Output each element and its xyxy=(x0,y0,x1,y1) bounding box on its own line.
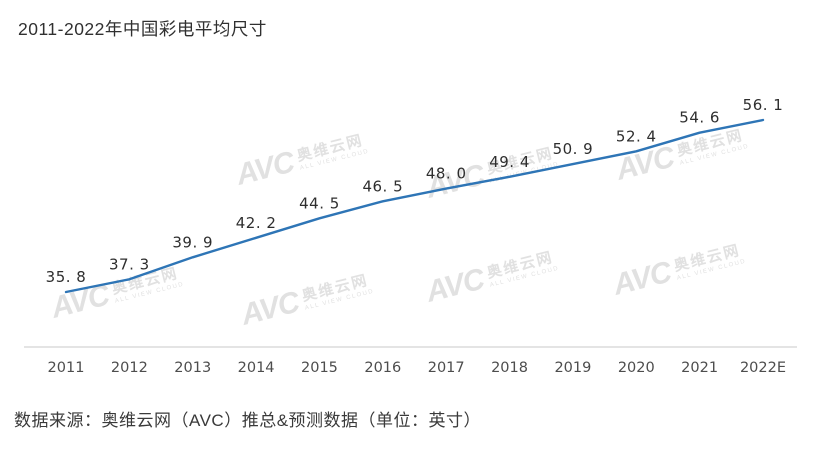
value-label: 37. 3 xyxy=(109,255,150,273)
x-tick-label: 2022E xyxy=(740,360,786,376)
x-tick-label: 2016 xyxy=(364,360,401,376)
x-tick-label: 2019 xyxy=(554,360,591,376)
x-tick-label: 2012 xyxy=(111,360,148,376)
x-tick-label: 2015 xyxy=(301,360,338,376)
x-tick-label: 2020 xyxy=(618,360,655,376)
value-label: 42. 2 xyxy=(236,214,277,232)
value-label: 50. 9 xyxy=(553,140,594,158)
page-title: 2011-2022年中国彩电平均尺寸 xyxy=(18,19,267,39)
value-label: 54. 6 xyxy=(679,109,720,127)
value-label: 46. 5 xyxy=(362,177,403,195)
value-label: 39. 9 xyxy=(172,233,213,251)
value-label: 49. 4 xyxy=(489,153,530,171)
value-label: 35. 8 xyxy=(46,268,87,286)
value-label: 44. 5 xyxy=(299,194,340,212)
x-tick-label: 2014 xyxy=(238,360,275,376)
x-tick-label: 2017 xyxy=(428,360,465,376)
data-source-note: 数据来源：奥维云网（AVC）推总&预测数据（单位：英寸） xyxy=(14,411,482,430)
value-label: 52. 4 xyxy=(616,127,657,145)
x-tick-label: 2013 xyxy=(174,360,211,376)
x-tick-label: 2021 xyxy=(681,360,718,376)
value-label: 48. 0 xyxy=(426,165,467,183)
x-tick-label: 2011 xyxy=(48,360,85,376)
value-label: 56. 1 xyxy=(743,96,784,114)
x-tick-label: 2018 xyxy=(491,360,528,376)
trend-line xyxy=(64,118,765,294)
